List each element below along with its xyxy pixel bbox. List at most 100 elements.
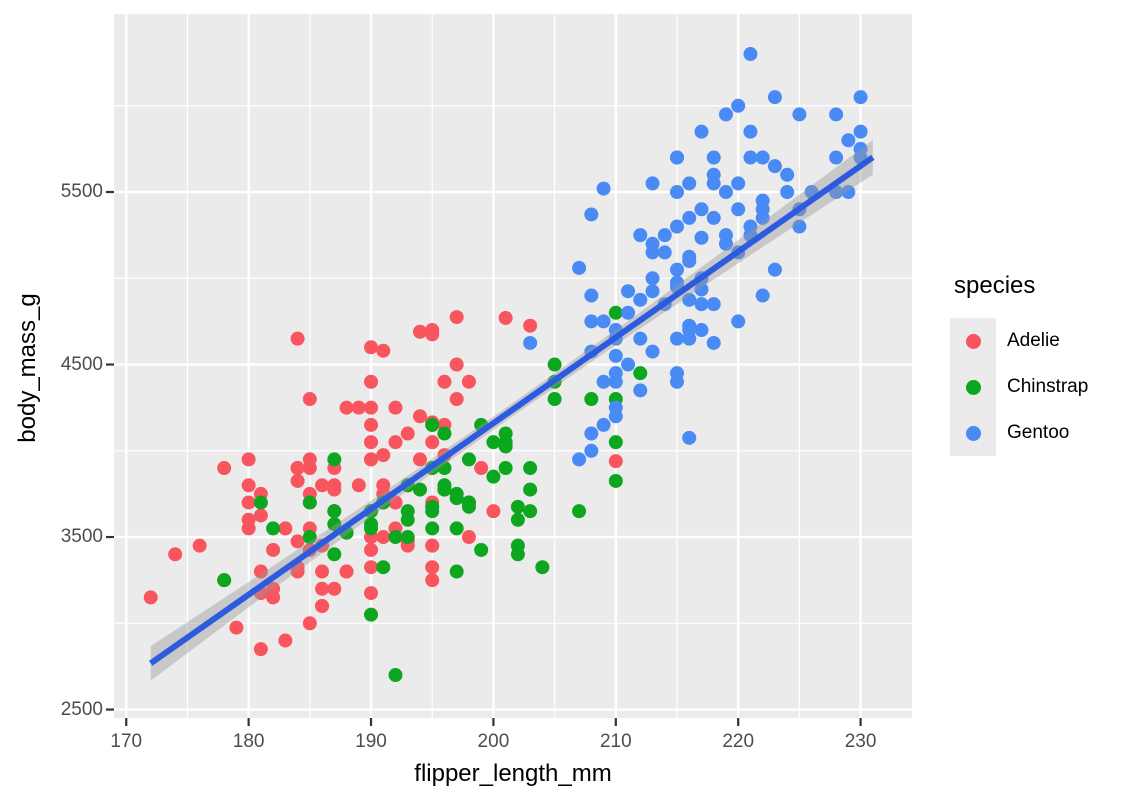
- data-point-gentoo: [670, 219, 685, 234]
- data-point-adelie: [364, 560, 379, 575]
- data-point-gentoo: [645, 245, 660, 260]
- data-point-gentoo: [718, 107, 733, 122]
- data-point-gentoo: [584, 288, 599, 303]
- data-point-adelie: [241, 521, 256, 536]
- data-point-adelie: [339, 564, 354, 579]
- data-point-chinstrap: [425, 499, 440, 514]
- data-point-gentoo: [755, 150, 770, 165]
- data-point-adelie: [364, 340, 379, 355]
- data-point-gentoo: [608, 400, 623, 415]
- data-point-gentoo: [633, 331, 648, 346]
- legend-label: Chinstrap: [1007, 376, 1089, 397]
- data-point-adelie: [253, 642, 268, 657]
- data-point-gentoo: [608, 374, 623, 389]
- data-point-gentoo: [584, 314, 599, 329]
- data-point-gentoo: [706, 297, 721, 312]
- data-point-adelie: [412, 452, 427, 467]
- data-point-gentoo: [767, 159, 782, 174]
- legend-dot-icon: [965, 425, 981, 441]
- data-point-gentoo: [596, 181, 611, 196]
- data-point-gentoo: [743, 124, 758, 139]
- gridlines: [114, 14, 912, 718]
- legend-key: [950, 410, 996, 456]
- data-point-gentoo: [755, 210, 770, 225]
- data-point-chinstrap: [327, 547, 342, 562]
- data-point-chinstrap: [253, 495, 268, 510]
- data-point-adelie: [461, 374, 476, 389]
- data-point-adelie: [388, 495, 403, 510]
- data-point-chinstrap: [572, 504, 587, 519]
- legend-dot-icon: [965, 333, 981, 349]
- data-point-chinstrap: [498, 426, 513, 441]
- data-point-gentoo: [767, 90, 782, 105]
- data-point-gentoo: [670, 262, 685, 277]
- data-point-adelie: [364, 417, 379, 432]
- data-point-chinstrap: [425, 521, 440, 536]
- data-point-gentoo: [670, 331, 685, 346]
- y-tick-label: 2500: [60, 698, 103, 720]
- data-point-gentoo: [767, 262, 782, 277]
- data-point-gentoo: [706, 150, 721, 165]
- data-point-gentoo: [596, 314, 611, 329]
- data-point-chinstrap: [437, 478, 452, 493]
- data-point-adelie: [425, 435, 440, 450]
- data-point-chinstrap: [449, 564, 464, 579]
- data-point-gentoo: [682, 254, 697, 269]
- legend-label: Gentoo: [1007, 422, 1070, 443]
- data-point-adelie: [290, 461, 305, 476]
- data-point-adelie: [266, 542, 281, 557]
- x-tick-label: 170: [110, 731, 143, 752]
- data-point-adelie: [364, 374, 379, 389]
- data-point-gentoo: [694, 230, 709, 245]
- data-point-gentoo: [645, 176, 660, 191]
- data-point-adelie: [388, 435, 403, 450]
- data-point-chinstrap: [498, 439, 513, 454]
- legend-item-chinstrap: Chinstrap: [950, 364, 1140, 410]
- data-point-adelie: [241, 452, 256, 467]
- data-point-gentoo: [731, 176, 746, 191]
- x-tick-label: 210: [599, 731, 632, 752]
- data-point-adelie: [302, 392, 317, 407]
- data-point-adelie: [315, 599, 330, 614]
- data-point-adelie: [278, 633, 293, 648]
- data-point-chinstrap: [486, 469, 501, 484]
- y-axis-title: body_mass_g: [14, 293, 41, 443]
- data-point-chinstrap: [523, 504, 538, 519]
- data-point-gentoo: [621, 357, 636, 372]
- data-point-gentoo: [694, 124, 709, 139]
- data-point-gentoo: [706, 210, 721, 225]
- data-point-gentoo: [633, 292, 648, 307]
- data-point-chinstrap: [327, 452, 342, 467]
- data-point-chinstrap: [461, 499, 476, 514]
- data-point-gentoo: [657, 228, 672, 243]
- data-point-adelie: [486, 504, 501, 519]
- data-point-adelie: [474, 461, 489, 476]
- data-point-adelie: [425, 323, 440, 338]
- data-point-chinstrap: [217, 573, 232, 588]
- data-point-adelie: [229, 620, 244, 635]
- data-point-gentoo: [780, 167, 795, 182]
- data-point-adelie: [412, 324, 427, 339]
- data-point-gentoo: [633, 383, 648, 398]
- data-point-gentoo: [841, 185, 856, 200]
- data-point-adelie: [290, 534, 305, 549]
- data-point-chinstrap: [400, 512, 415, 527]
- data-point-chinstrap: [584, 392, 599, 407]
- y-tick-label: 3500: [60, 526, 103, 548]
- data-point-chinstrap: [486, 435, 501, 450]
- data-point-gentoo: [743, 47, 758, 62]
- data-point-adelie: [364, 542, 379, 557]
- data-point-chinstrap: [449, 486, 464, 501]
- data-point-chinstrap: [474, 542, 489, 557]
- data-point-chinstrap: [437, 426, 452, 441]
- data-point-chinstrap: [461, 452, 476, 467]
- data-point-gentoo: [706, 335, 721, 350]
- data-point-chinstrap: [364, 607, 379, 622]
- data-point-adelie: [449, 392, 464, 407]
- data-point-chinstrap: [547, 357, 562, 372]
- data-point-gentoo: [584, 443, 599, 458]
- data-point-chinstrap: [302, 530, 317, 545]
- x-tick-label: 200: [477, 731, 510, 752]
- data-point-chinstrap: [510, 512, 525, 527]
